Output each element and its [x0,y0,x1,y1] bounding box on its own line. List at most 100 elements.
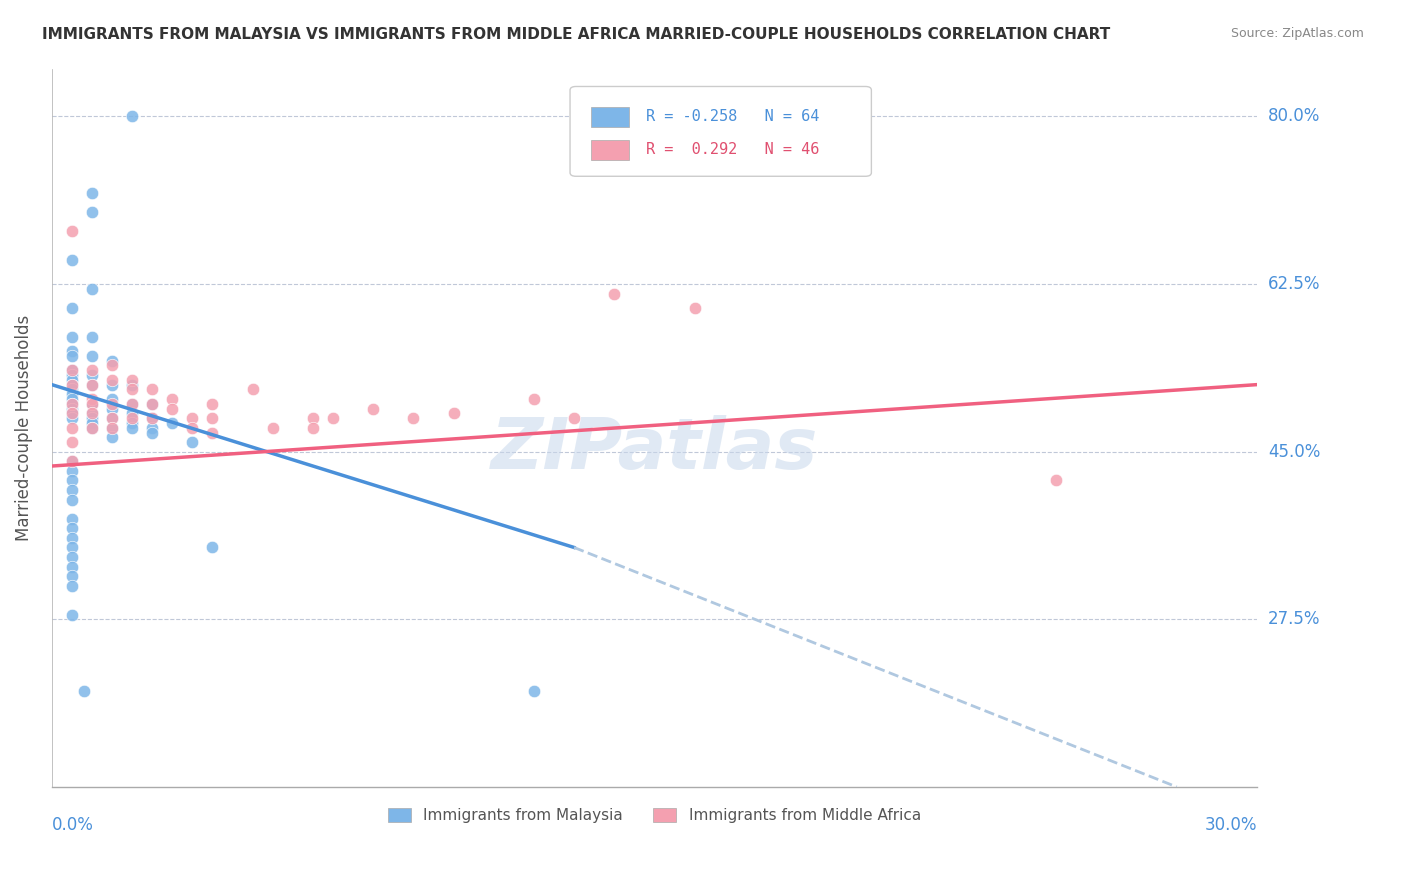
Point [80,397,103,411]
Point [60,454,83,468]
Point [60,401,83,416]
Point [141,425,163,440]
Point [60,406,83,420]
Point [80,349,103,363]
Point [80,377,103,392]
Point [60,392,83,406]
Point [141,421,163,435]
Point [80,186,103,200]
Point [60,397,83,411]
Point [60,301,83,315]
Text: Source: ZipAtlas.com: Source: ZipAtlas.com [1230,27,1364,40]
Point [302,421,325,435]
Point [141,397,163,411]
Point [101,421,124,435]
Point [101,373,124,387]
Point [101,401,124,416]
Point [60,474,83,488]
Point [60,512,83,526]
Point [523,392,546,406]
Point [73,684,96,698]
Point [101,377,124,392]
Text: R =  0.292   N = 46: R = 0.292 N = 46 [645,142,820,157]
Point [101,411,124,425]
Y-axis label: Married-couple Households: Married-couple Households [15,315,32,541]
Point [121,397,143,411]
Point [60,377,83,392]
Point [443,406,465,420]
Point [181,435,204,450]
Point [60,397,83,411]
Point [121,397,143,411]
Point [60,224,83,238]
Text: 62.5%: 62.5% [1268,275,1320,293]
Point [60,483,83,497]
Point [101,392,124,406]
Point [60,349,83,363]
Point [162,392,184,406]
Point [101,353,124,368]
Point [80,421,103,435]
Point [60,531,83,545]
Point [60,579,83,593]
Point [201,397,224,411]
Point [302,411,325,425]
Point [80,363,103,377]
Point [60,559,83,574]
Point [80,411,103,425]
Point [101,359,124,373]
Point [262,421,284,435]
Point [60,541,83,555]
Point [141,411,163,425]
Point [523,684,546,698]
Point [121,383,143,397]
Point [60,411,83,425]
Point [80,329,103,343]
Point [60,492,83,507]
Point [60,253,83,268]
Text: 45.0%: 45.0% [1268,442,1320,460]
Point [80,421,103,435]
Point [80,406,103,420]
Point [60,406,83,420]
Point [201,411,224,425]
Point [201,425,224,440]
Point [60,454,83,468]
Point [80,377,103,392]
Text: 27.5%: 27.5% [1268,610,1320,628]
Point [80,368,103,382]
Point [121,421,143,435]
Point [60,435,83,450]
Point [101,421,124,435]
Point [402,411,425,425]
Point [141,397,163,411]
Point [60,373,83,387]
Point [101,430,124,444]
Point [683,301,706,315]
Point [80,392,103,406]
Text: ZIPatlas: ZIPatlas [491,415,818,483]
Point [121,411,143,425]
Point [60,549,83,564]
Point [60,377,83,392]
FancyBboxPatch shape [591,107,628,128]
Point [60,387,83,401]
Text: IMMIGRANTS FROM MALAYSIA VS IMMIGRANTS FROM MIDDLE AFRICA MARRIED-COUPLE HOUSEHO: IMMIGRANTS FROM MALAYSIA VS IMMIGRANTS F… [42,27,1111,42]
Point [121,416,143,430]
FancyBboxPatch shape [591,140,628,161]
Point [121,373,143,387]
Point [361,401,384,416]
Point [60,421,83,435]
Point [141,411,163,425]
Point [80,205,103,219]
Point [60,569,83,583]
Text: 0.0%: 0.0% [52,815,94,834]
Point [60,344,83,359]
Text: 30.0%: 30.0% [1205,815,1257,834]
Point [121,406,143,420]
Point [141,383,163,397]
Point [201,541,224,555]
Point [60,363,83,377]
FancyBboxPatch shape [569,87,872,177]
Point [1045,474,1067,488]
